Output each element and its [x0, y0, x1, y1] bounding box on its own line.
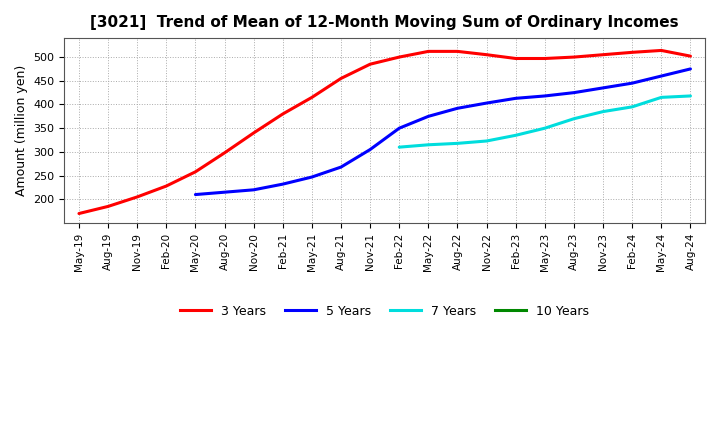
Y-axis label: Amount (million yen): Amount (million yen) — [15, 65, 28, 196]
Legend: 3 Years, 5 Years, 7 Years, 10 Years: 3 Years, 5 Years, 7 Years, 10 Years — [175, 300, 595, 323]
Title: [3021]  Trend of Mean of 12-Month Moving Sum of Ordinary Incomes: [3021] Trend of Mean of 12-Month Moving … — [91, 15, 679, 30]
